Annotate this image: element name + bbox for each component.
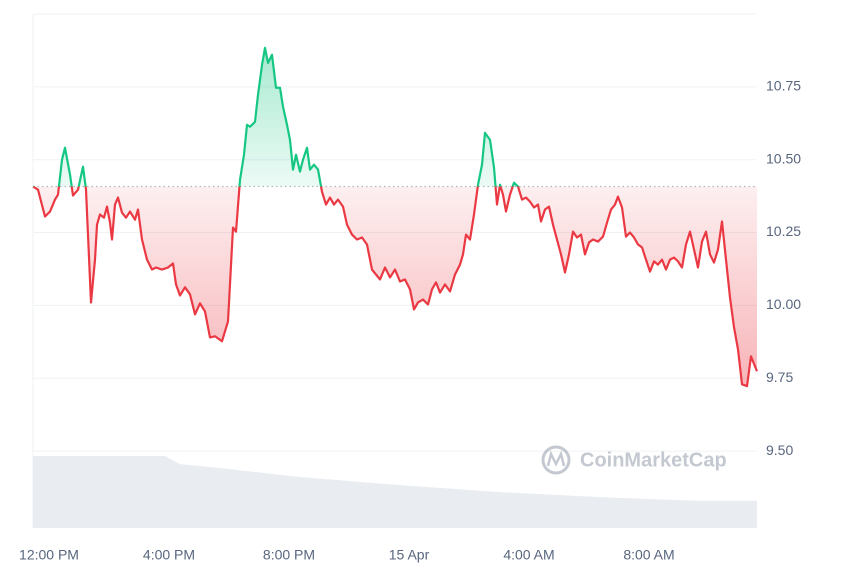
x-tick-label: 4:00 PM xyxy=(143,547,195,563)
y-tick-label: 10.75 xyxy=(766,78,801,94)
volume-area xyxy=(33,456,757,528)
y-tick-label: 9.50 xyxy=(766,442,793,458)
x-tick-label: 12:00 PM xyxy=(19,547,79,563)
y-tick-label: 9.75 xyxy=(766,369,793,385)
y-tick-label: 10.25 xyxy=(766,223,801,239)
watermark-text: CoinMarketCap xyxy=(580,449,727,471)
x-tick-label: 8:00 PM xyxy=(263,547,315,563)
y-tick-label: 10.00 xyxy=(766,296,801,312)
y-tick-label: 10.50 xyxy=(766,150,801,166)
price-area xyxy=(33,47,757,387)
watermark: CoinMarketCap xyxy=(541,445,727,475)
x-tick-label: 15 Apr xyxy=(389,547,430,563)
price-line xyxy=(32,46,759,388)
x-tick-label: 4:00 AM xyxy=(503,547,554,563)
x-tick-label: 8:00 AM xyxy=(623,547,674,563)
